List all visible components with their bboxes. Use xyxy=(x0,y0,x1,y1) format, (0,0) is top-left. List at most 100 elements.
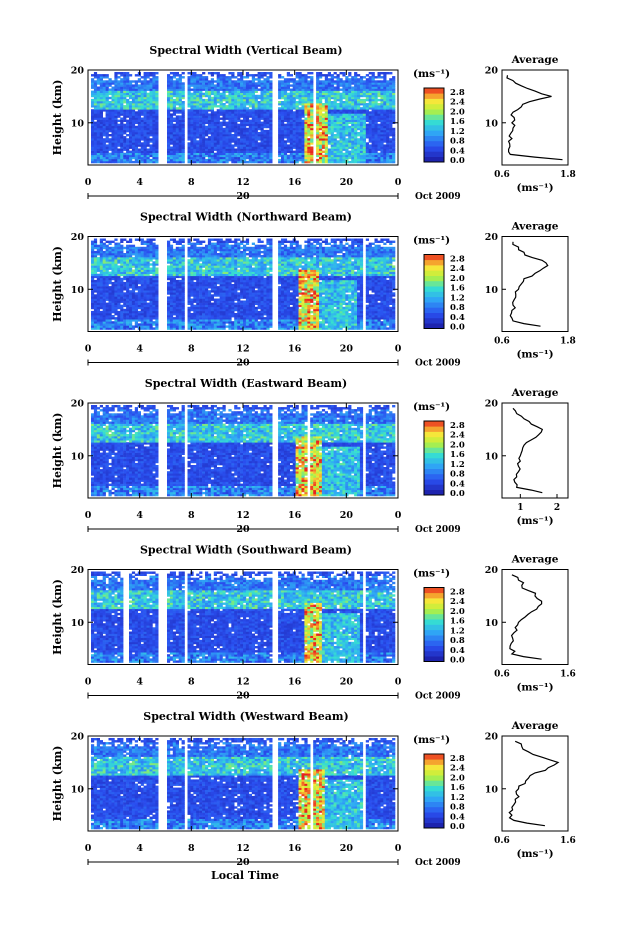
heatmap-cell xyxy=(188,147,191,149)
heatmap-cell xyxy=(217,101,220,103)
heatmap-cell xyxy=(193,140,196,142)
heatmap-cell xyxy=(123,140,126,142)
heatmap-cell xyxy=(176,84,179,86)
heatmap-cell xyxy=(226,76,229,78)
heatmap-cell xyxy=(202,157,205,159)
heatmap-cell xyxy=(150,93,153,95)
heatmap-cell xyxy=(182,124,185,126)
heatmap-cell xyxy=(205,95,208,97)
heatmap-cell xyxy=(237,113,240,115)
heatmap-cell xyxy=(179,130,182,132)
heatmap-cell xyxy=(155,76,158,78)
heatmap-cell xyxy=(173,126,176,128)
heatmap-cell xyxy=(176,120,179,122)
heatmap-cell xyxy=(240,153,243,155)
heatmap-cell xyxy=(214,130,217,132)
heatmap-cell xyxy=(228,78,231,80)
heatmap-cell xyxy=(91,120,94,122)
heatmap-cell xyxy=(120,113,123,115)
heatmap-cell xyxy=(223,74,226,76)
heatmap-cell xyxy=(188,87,191,89)
heatmap-cell xyxy=(141,91,144,93)
heatmap-cell xyxy=(179,101,182,103)
heatmap-cell xyxy=(114,147,117,149)
heatmap-cell xyxy=(179,138,182,140)
heatmap-cell xyxy=(199,78,202,80)
heatmap-cell xyxy=(211,74,214,76)
heatmap-cell xyxy=(179,74,182,76)
heatmap-cell xyxy=(220,140,223,142)
heatmap-cell xyxy=(138,87,141,89)
heatmap-cell xyxy=(188,113,191,115)
heatmap-cell xyxy=(103,74,106,76)
heatmap-cell xyxy=(97,124,100,126)
heatmap-cell xyxy=(129,124,132,126)
heatmap-cell xyxy=(117,93,120,95)
heatmap-cell xyxy=(182,84,185,86)
heatmap-cell xyxy=(147,144,150,146)
heatmap-cell xyxy=(193,147,196,149)
heatmap-cell xyxy=(109,153,112,155)
heatmap-cell xyxy=(152,111,155,113)
heatmap-cell xyxy=(226,130,229,132)
heatmap-cell xyxy=(226,87,229,89)
heatmap-cell xyxy=(144,138,147,140)
heatmap-cell xyxy=(123,107,126,109)
heatmap-cell xyxy=(141,80,144,82)
heatmap-cell xyxy=(126,74,129,76)
heatmap-cell xyxy=(120,84,123,86)
heatmap-cell xyxy=(188,126,191,128)
heatmap-cell xyxy=(234,144,237,146)
heatmap-cell xyxy=(91,87,94,89)
heatmap-cell xyxy=(150,87,153,89)
heatmap-cell xyxy=(208,107,211,109)
heatmap-cell xyxy=(234,101,237,103)
heatmap-cell xyxy=(112,138,115,140)
heatmap-cell xyxy=(196,157,199,159)
heatmap-cell xyxy=(176,91,179,93)
heatmap-cell xyxy=(103,91,106,93)
heatmap-cell xyxy=(97,159,100,161)
heatmap-cell xyxy=(152,74,155,76)
heatmap-cell xyxy=(114,153,117,155)
heatmap-cell xyxy=(179,140,182,142)
heatmap-cell xyxy=(226,113,229,115)
heatmap-cell xyxy=(147,140,150,142)
heatmap-cell xyxy=(94,136,97,138)
heatmap-cell xyxy=(120,118,123,120)
heatmap-cell xyxy=(182,113,185,115)
heatmap-cell xyxy=(231,72,234,74)
heatmap-cell xyxy=(147,136,150,138)
heatmap-cell xyxy=(155,72,158,74)
heatmap-cell xyxy=(223,136,226,138)
heatmap-cell xyxy=(182,144,185,146)
heatmap-cell xyxy=(211,147,214,149)
heatmap-cell xyxy=(109,105,112,107)
heatmap-cell xyxy=(167,87,170,89)
heatmap-cell xyxy=(150,130,153,132)
heatmap-cell xyxy=(193,113,196,115)
heatmap-cell xyxy=(196,126,199,128)
heatmap-cell xyxy=(211,130,214,132)
heatmap-cell xyxy=(97,157,100,159)
heatmap-cell xyxy=(129,157,132,159)
heatmap-cell xyxy=(196,99,199,101)
heatmap-cell xyxy=(228,118,231,120)
heatmap-cell xyxy=(100,157,103,159)
heatmap-cell xyxy=(167,93,170,95)
heatmap-cell xyxy=(106,138,109,140)
heatmap-cell xyxy=(190,80,193,82)
heatmap-cell xyxy=(205,132,208,134)
heatmap-cell xyxy=(196,147,199,149)
heatmap-cell xyxy=(126,113,129,115)
heatmap-cell xyxy=(226,140,229,142)
heatmap-cell xyxy=(199,84,202,86)
heatmap-cell xyxy=(147,149,150,151)
heatmap-cell xyxy=(193,107,196,109)
heatmap-cell xyxy=(103,147,106,149)
heatmap-cell xyxy=(193,72,196,74)
heatmap-cell xyxy=(106,107,109,109)
heatmap-cell xyxy=(103,95,106,97)
heatmap-cell xyxy=(135,147,138,149)
heatmap-cell xyxy=(167,157,170,159)
